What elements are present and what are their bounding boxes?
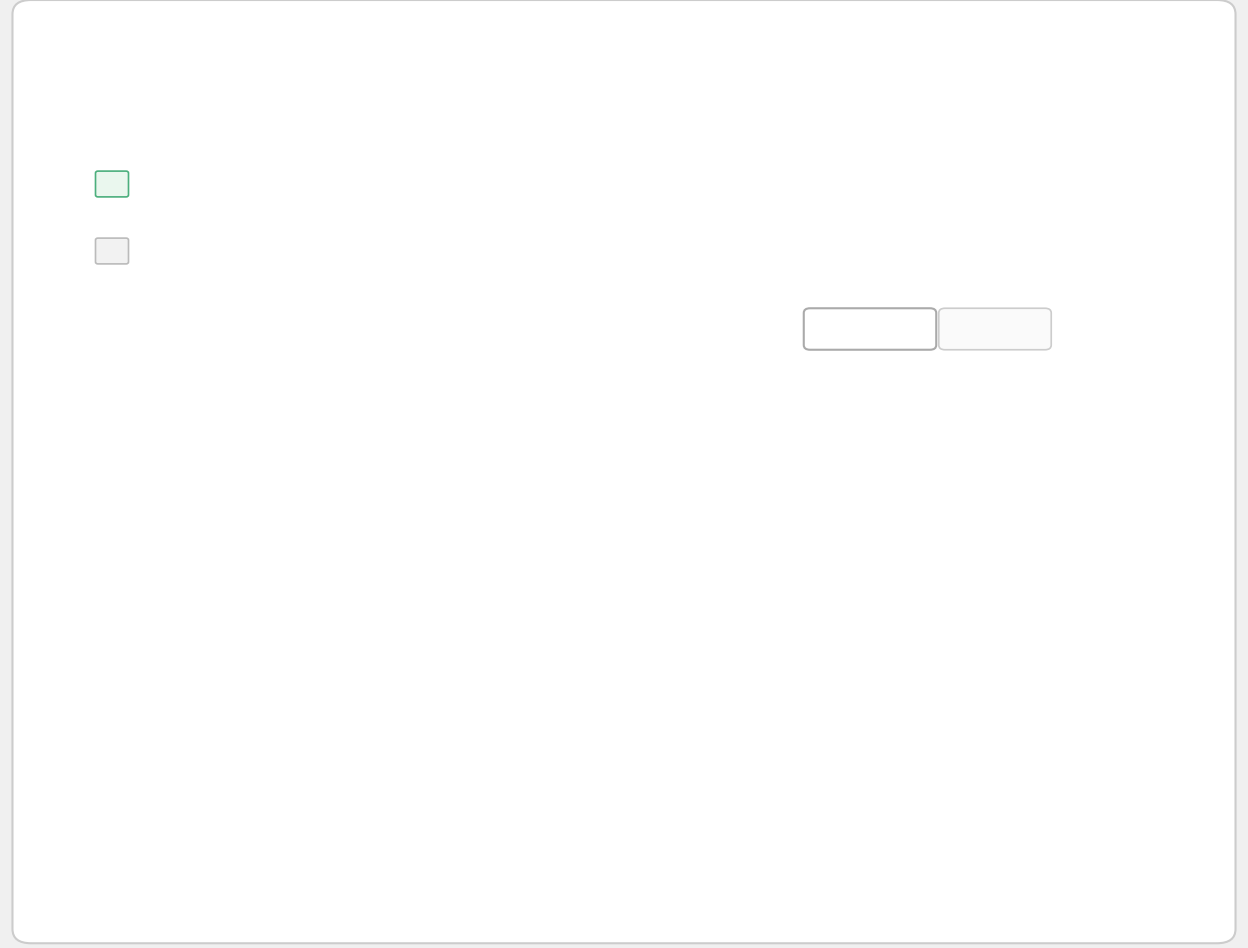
Text: B: B <box>106 243 117 257</box>
Text: Newsletter signup - Slide out Desktop Competition: Newsletter signup - Slide out Desktop Co… <box>86 365 424 378</box>
Text: ⊞ Table: ⊞ Table <box>968 322 1020 336</box>
Text: Step completion rate by variation: Step completion rate by variation <box>65 315 422 334</box>
Text: A: A <box>106 178 117 192</box>
Text: ‖‖ Chart: ‖‖ Chart <box>835 322 891 337</box>
Text: Comparison view: Comparison view <box>65 88 232 106</box>
Text: 3.97%: 3.97% <box>870 241 922 256</box>
Text: ❖: ❖ <box>67 178 86 197</box>
Text: Variation name: Variation name <box>65 135 171 149</box>
Text: Individual funnels: Individual funnels <box>210 88 364 106</box>
Text: 35 of 591 users engaged: 35 of 591 users engaged <box>870 195 1037 208</box>
Bar <box>183 871 384 910</box>
Bar <box>384 884 585 910</box>
Text: Step 1 engagement rate: Step 1 engagement rate <box>620 135 790 149</box>
Text: Users who completed all steps: Users who completed all steps <box>870 135 1082 149</box>
Text: 5.92%: 5.92% <box>620 175 673 190</box>
Text: Engagement rates: Engagement rates <box>65 42 338 68</box>
Text: 35 of 591 users engaged: 35 of 591 users engaged <box>620 195 787 208</box>
Bar <box>421 365 434 379</box>
Bar <box>914 542 1114 910</box>
Text: Newsletter signup - Slide out Desktop 20% Off: Newsletter signup - Slide out Desktop 20… <box>441 365 751 378</box>
Text: Newsletter signup - Slide out Desktop 20% Off: Newsletter signup - Slide out Desktop 20… <box>140 243 495 258</box>
Text: 20 of 504 users engaged: 20 of 504 users engaged <box>620 261 786 274</box>
Text: Newsletter signup - Slide out Desktop Competition: Newsletter signup - Slide out Desktop Co… <box>140 178 528 193</box>
Text: 3.97%: 3.97% <box>620 241 673 256</box>
Bar <box>713 735 914 910</box>
Bar <box>65 365 79 379</box>
Text: 20 of 504 users engaged: 20 of 504 users engaged <box>870 261 1037 274</box>
Text: 5.92%: 5.92% <box>870 175 922 190</box>
